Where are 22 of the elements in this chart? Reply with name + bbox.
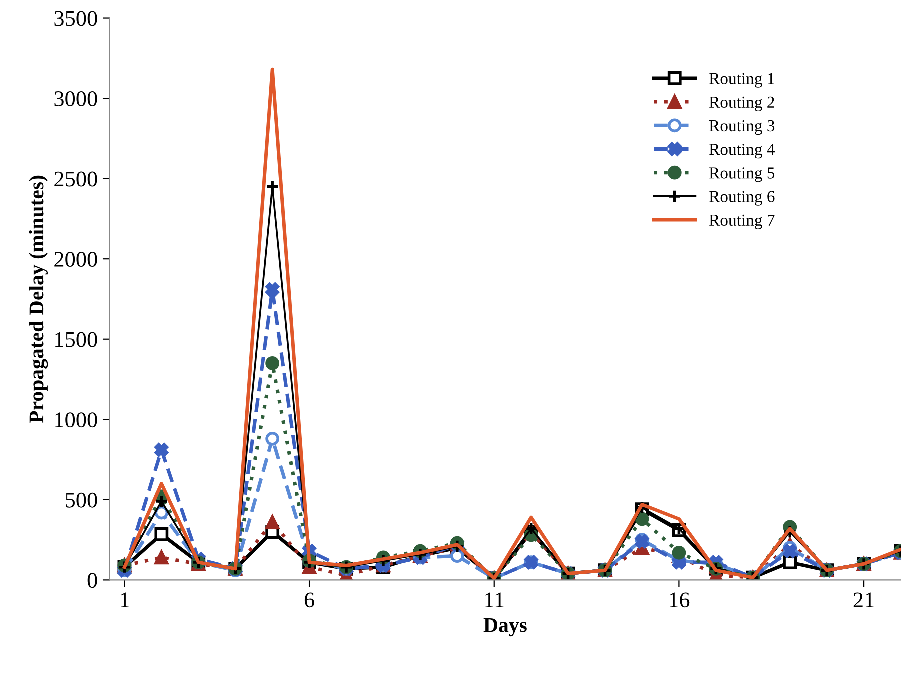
y-tick-label: 3000 — [54, 91, 98, 106]
x-tick-label: 11 — [486, 592, 504, 608]
legend-label: Routing 7 — [710, 214, 775, 230]
legend-label: Routing 6 — [710, 191, 775, 206]
legend-label: Routing 3 — [710, 120, 775, 136]
legend-label: Routing 4 — [710, 144, 775, 159]
legend-label: Routing 1 — [710, 73, 774, 88]
y-tick-label: 1500 — [56, 332, 98, 348]
x-tick-label: 1 — [121, 592, 129, 608]
x-tick-label: 21 — [854, 592, 874, 608]
y-tick-label: 2500 — [54, 172, 98, 187]
x-tick-label: 6 — [304, 592, 314, 608]
x-tick-label: 16 — [670, 592, 690, 608]
y-tick-label: 3500 — [54, 11, 98, 26]
y-tick-label: 500 — [66, 492, 98, 508]
legend-label: Routing 2 — [710, 96, 774, 112]
y-axis-title: Propagated Delay (minutes) — [29, 176, 48, 424]
y-tick-label: 0 — [88, 573, 98, 588]
y-tick-label: 2000 — [54, 252, 98, 268]
legend-label: Routing 5 — [710, 168, 775, 182]
y-tick-label: 1000 — [56, 412, 98, 428]
x-axis-title: Days — [484, 618, 527, 637]
